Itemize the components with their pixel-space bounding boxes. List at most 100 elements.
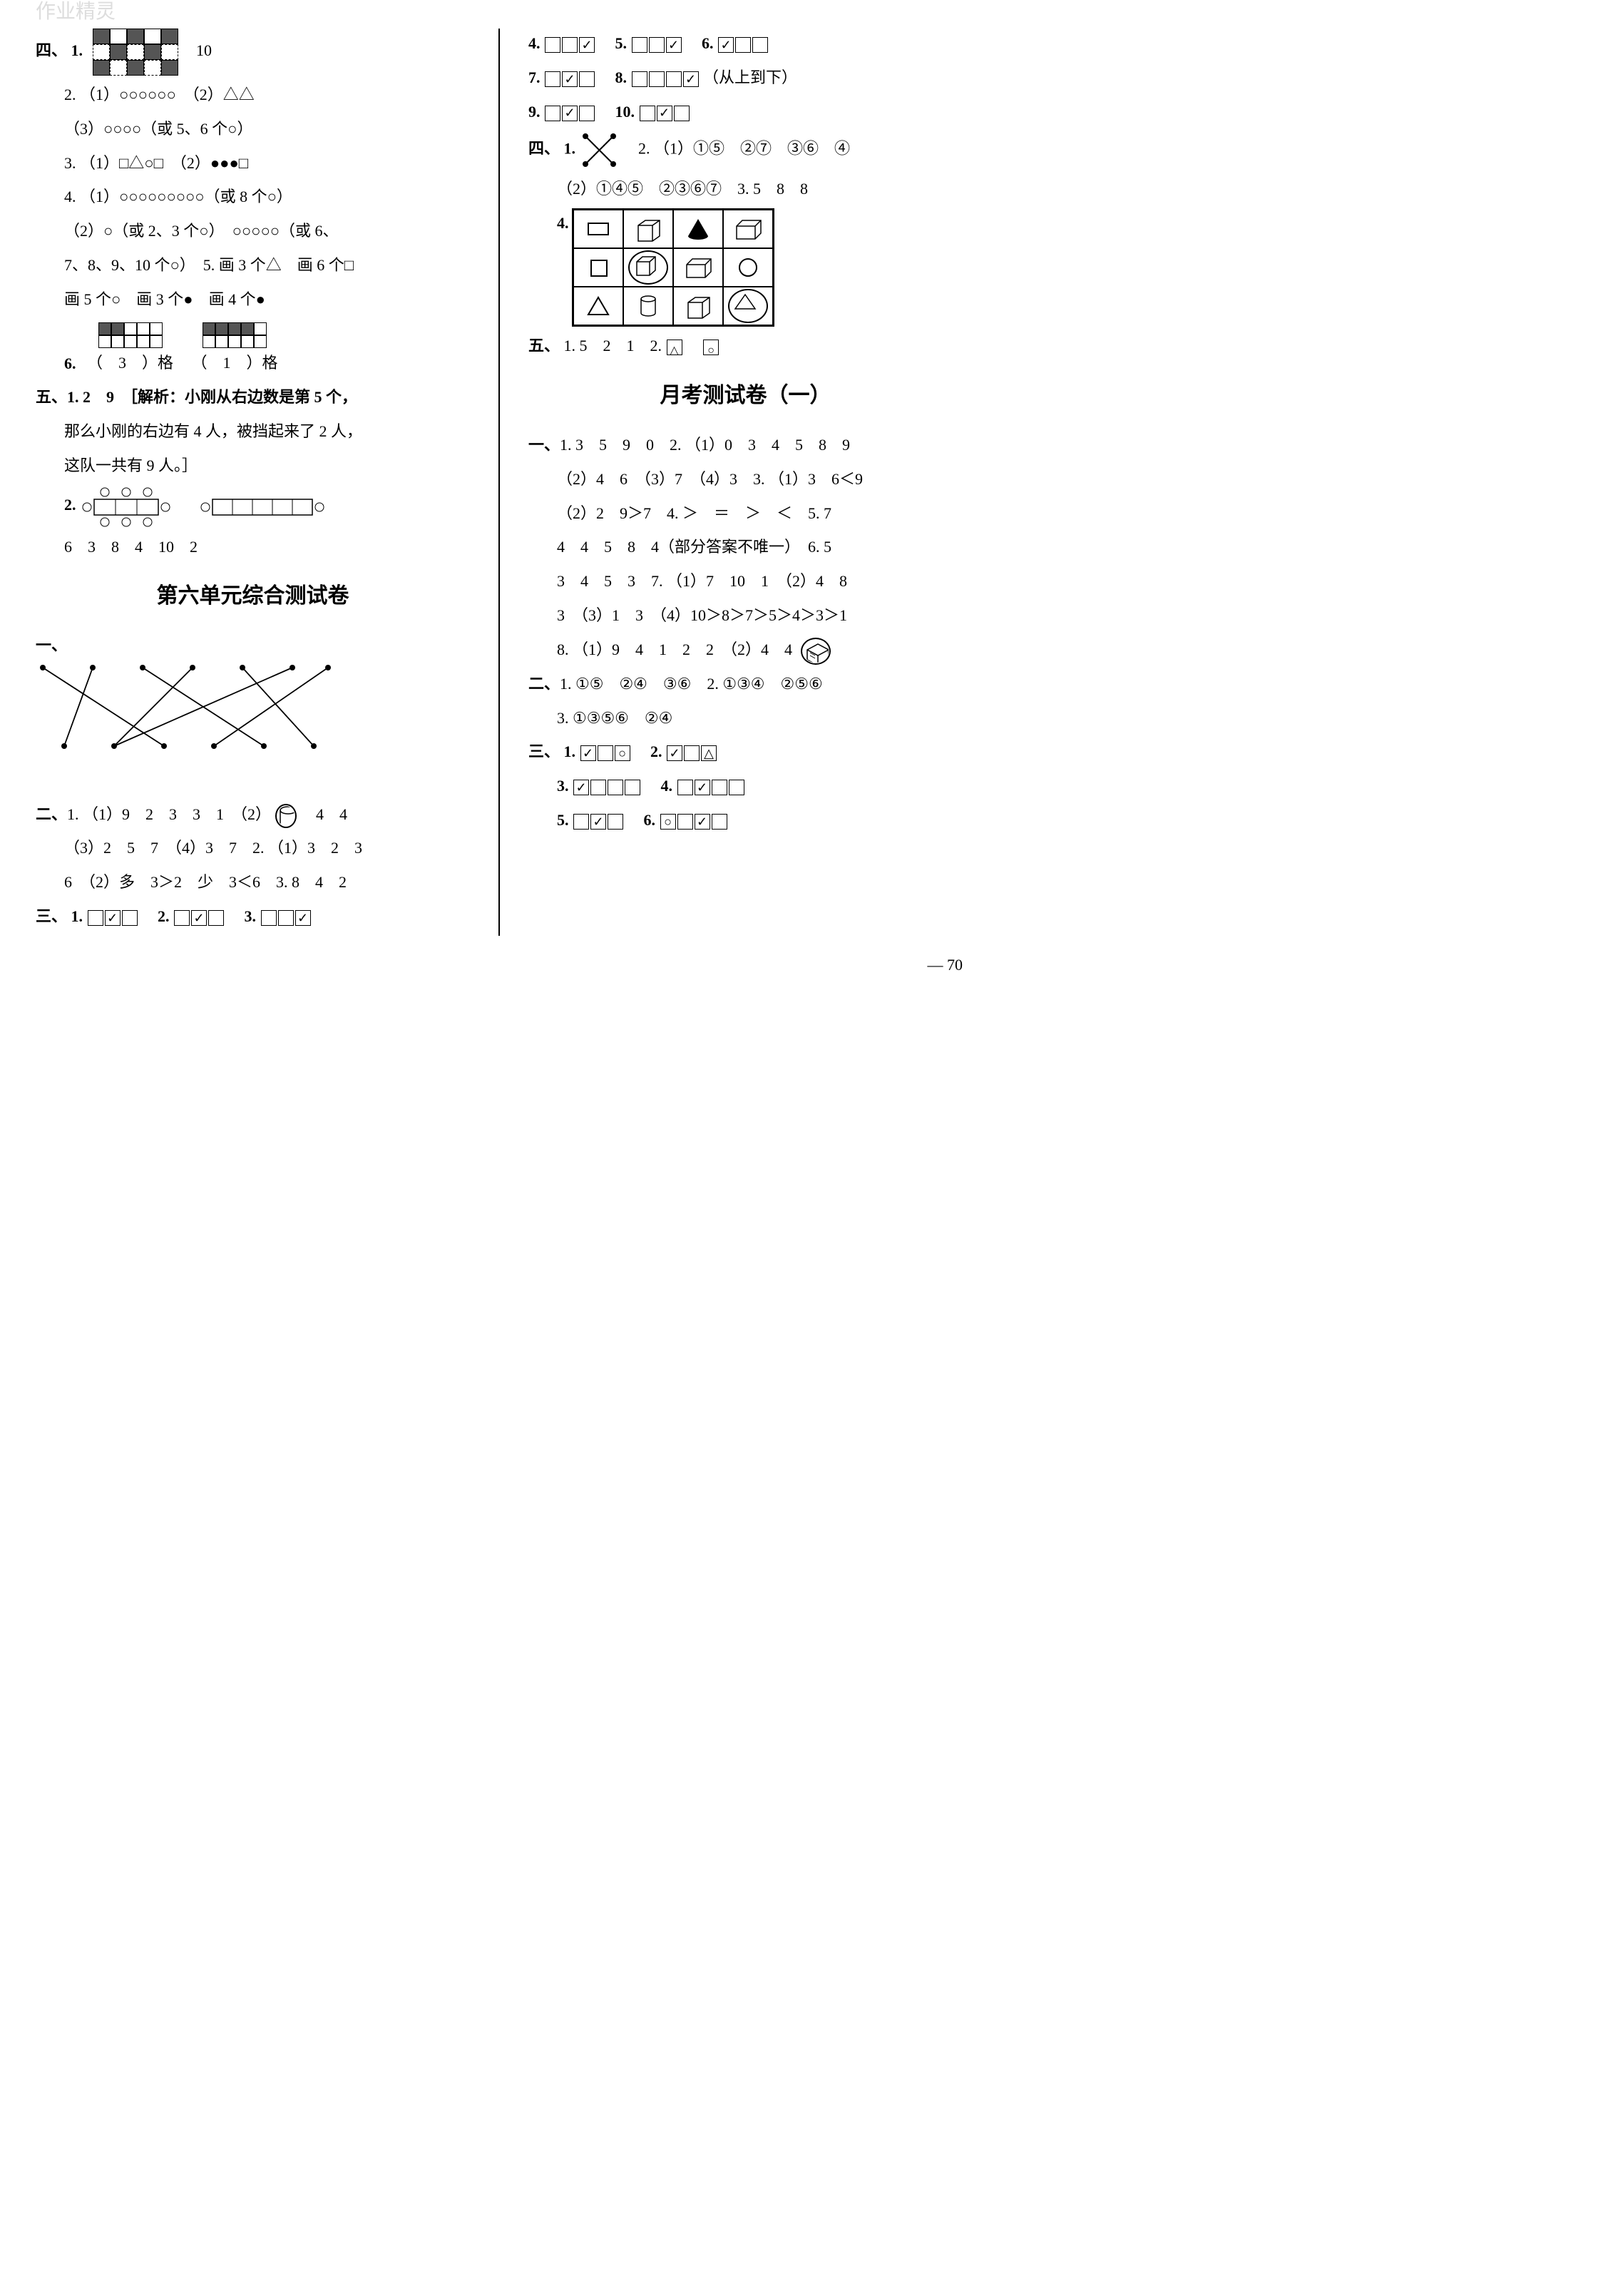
- s4-q1: 四、 1. 10: [36, 29, 470, 76]
- section-4-label: 四、: [36, 41, 67, 59]
- r-boxes-3: ✓: [573, 780, 641, 795]
- s5-q1b: 那么小刚的右边有 4 人，被挡起来了 2 人，: [36, 417, 470, 447]
- left-column: 四、 1. 10 2. （1）○○○○○○ （2）△△ （3）○○○○（或 5、…: [36, 29, 470, 936]
- s2-l1a: 1. （1）9 2 3 3 1 （2）: [67, 805, 271, 823]
- checker-grid: [93, 29, 178, 76]
- r-yi-label: 一、: [528, 436, 560, 454]
- r-san-q4: 4.: [661, 777, 673, 795]
- r-er-l1-text: 1. ①⑤ ②④ ③⑥ 2. ①③④ ②⑤⑥: [560, 675, 823, 693]
- s5-q1-text: 1. 2 9 ［解析：小刚从右边数是第 5 个，: [67, 388, 357, 406]
- cell-cube1: [623, 210, 673, 248]
- r-er-l2: 3. ①③⑤⑥ ②④: [528, 703, 963, 733]
- q1-num: 1.: [71, 41, 83, 59]
- r-yi-l2: （2）4 6 （3）7 （4）3 3. （1）3 6＜9: [528, 464, 963, 494]
- s2-l3: 6 （2）多 3＞2 少 3＜6 3. 8 4 2: [36, 867, 470, 897]
- table-diagram-1: [80, 485, 180, 528]
- boxes-q8: ✓: [631, 71, 700, 87]
- s4-q2b: （3）○○○○（或 5、6 个○）: [36, 114, 470, 144]
- r-yi-l1: 一、1. 3 5 9 0 2. （1）0 3 4 5 8 9: [528, 430, 963, 460]
- r-s5-l1: 1. 5 2 1 2.: [564, 337, 666, 354]
- q6-right-label: （ 1 ）格: [192, 354, 278, 372]
- s2-l2: （3）2 5 7 （4）3 7 2. （1）3 2 3: [36, 833, 470, 863]
- matching-lines: [36, 660, 470, 795]
- r-san-q1: 1.: [564, 743, 576, 760]
- r-san-row3: 5. ✓ 6. ○✓: [528, 805, 963, 835]
- unit6-title: 第六单元综合测试卷: [36, 576, 470, 616]
- s4-q4b: （2）○（或 2、3 个○） ○○○○○（或 6、: [36, 216, 470, 246]
- cell-cube-circled: [623, 248, 673, 287]
- boxes-q7: ✓: [544, 71, 595, 87]
- r-yi-l4: 4 4 5 8 4（部分答案不唯一） 6. 5: [528, 532, 963, 562]
- q7-num: 7.: [528, 68, 541, 86]
- boxes-q6: ✓: [717, 37, 769, 53]
- s3-q1: 1.: [71, 907, 83, 925]
- q6-num: 6.: [64, 354, 76, 372]
- r-san-q5: 5.: [557, 811, 569, 829]
- r-section-4-label: 四、: [528, 140, 560, 158]
- r-san-label: 三、: [528, 743, 560, 760]
- cell-circle: [723, 248, 773, 287]
- s4-q4a: 4. （1）○○○○○○○○○（或 8 个○）: [36, 182, 470, 212]
- r-yi-l7-text: 8. （1）9 4 1 2 2 （2）4 4: [557, 641, 792, 658]
- r-er-l1: 二、1. ①⑤ ②④ ③⑥ 2. ①③④ ②⑤⑥: [528, 669, 963, 699]
- page-footer: — 70: [36, 950, 963, 980]
- s3-q2: 2.: [158, 907, 170, 925]
- grid-right: [203, 322, 267, 348]
- boxes-q4: ✓: [544, 37, 595, 53]
- q8-note: （从上到下）: [703, 68, 797, 86]
- s2-l1b: 4 4: [300, 805, 347, 823]
- s2-l1: 二、1. （1）9 2 3 3 1 （2） 4 4: [36, 800, 470, 830]
- section-2-label: 二、: [36, 805, 67, 823]
- rtop-row2: 7. ✓ 8. ✓ （从上到下）: [528, 63, 963, 93]
- r-s4-q4: 4.: [528, 208, 963, 327]
- r-san-row2: 3. ✓ 4. ✓: [528, 771, 963, 801]
- s4-q4d: 画 5 个○ 画 3 个● 画 4 个●: [36, 285, 470, 315]
- q1-value: 10: [196, 41, 212, 59]
- s4-q6: 6. （ 3 ）格 （ 1 ）格: [36, 319, 470, 379]
- q6-left-label: （ 3 ）格: [87, 354, 173, 372]
- r-san-row1: 三、 1. ✓○ 2. ✓△: [528, 737, 963, 767]
- s4-q4c: 7、8、9、10 个○） 5. 画 3 个△ 画 6 个□: [36, 250, 470, 280]
- r-yi-l1-text: 1. 3 5 9 0 2. （1）0 3 4 5 8 9: [560, 436, 850, 454]
- q9-num: 9.: [528, 103, 541, 121]
- yi-section: 一、 作业精灵: [36, 631, 470, 795]
- s3-q3: 3.: [245, 907, 257, 925]
- cross-icon: [580, 131, 619, 170]
- r-yi-l7: 8. （1）9 4 1 2 2 （2）4 4: [528, 635, 963, 665]
- boxes-3: ✓: [260, 910, 312, 926]
- r-yi-l6: 3 （3）1 3 （4）10＞8＞7＞5＞4＞3＞1: [528, 601, 963, 631]
- r-section-5-label: 五、: [528, 337, 560, 354]
- grid-left: [98, 322, 163, 348]
- box-icon: [801, 638, 831, 665]
- r-er-label: 二、: [528, 675, 560, 693]
- r-boxes-6: ○✓: [660, 814, 728, 830]
- column-divider: [498, 29, 500, 936]
- boxes-q10: ✓: [639, 106, 690, 121]
- s5-q1c: 这队一共有 9 人。］: [36, 451, 470, 481]
- cell-prism2: [673, 248, 723, 287]
- r-san-q6: 6.: [644, 811, 656, 829]
- boxes-q9: ✓: [544, 106, 595, 121]
- cell-rect: [573, 210, 623, 248]
- cell-cylinder: [623, 287, 673, 325]
- r-san-q2: 2.: [650, 743, 662, 760]
- page-columns: 四、 1. 10 2. （1）○○○○○○ （2）△△ （3）○○○○（或 5、…: [36, 29, 963, 936]
- r-s4-q4-num: 4.: [557, 208, 569, 238]
- r-s4-q1: 1.: [564, 140, 576, 158]
- r-boxes-5: ✓: [573, 814, 624, 830]
- r-s4-q2: 2. （1）①⑤ ②⑦ ③⑥ ④: [638, 140, 850, 158]
- s5-q1: 五、1. 2 9 ［解析：小刚从右边数是第 5 个，: [36, 382, 470, 412]
- circle-box: ○: [703, 340, 719, 355]
- rtop-row3: 9. ✓ 10. ✓: [528, 97, 963, 127]
- boxes-q5: ✓: [631, 37, 682, 53]
- r-boxes-1: ✓○: [580, 745, 631, 761]
- q4-num: 4.: [528, 34, 541, 52]
- boxes-1: ✓: [87, 910, 138, 926]
- r-boxes-2: ✓△: [666, 745, 717, 761]
- r-s4: 四、 1. 2. （1）①⑤ ②⑦ ③⑥ ④: [528, 131, 963, 170]
- s3-row: 三、 1. ✓ 2. ✓ 3. ✓: [36, 902, 470, 932]
- cell-cone: [673, 210, 723, 248]
- r-s5: 五、 1. 5 2 1 2. △ ○: [528, 331, 963, 361]
- cell-tri-circled: [723, 287, 773, 325]
- cell-square: [573, 248, 623, 287]
